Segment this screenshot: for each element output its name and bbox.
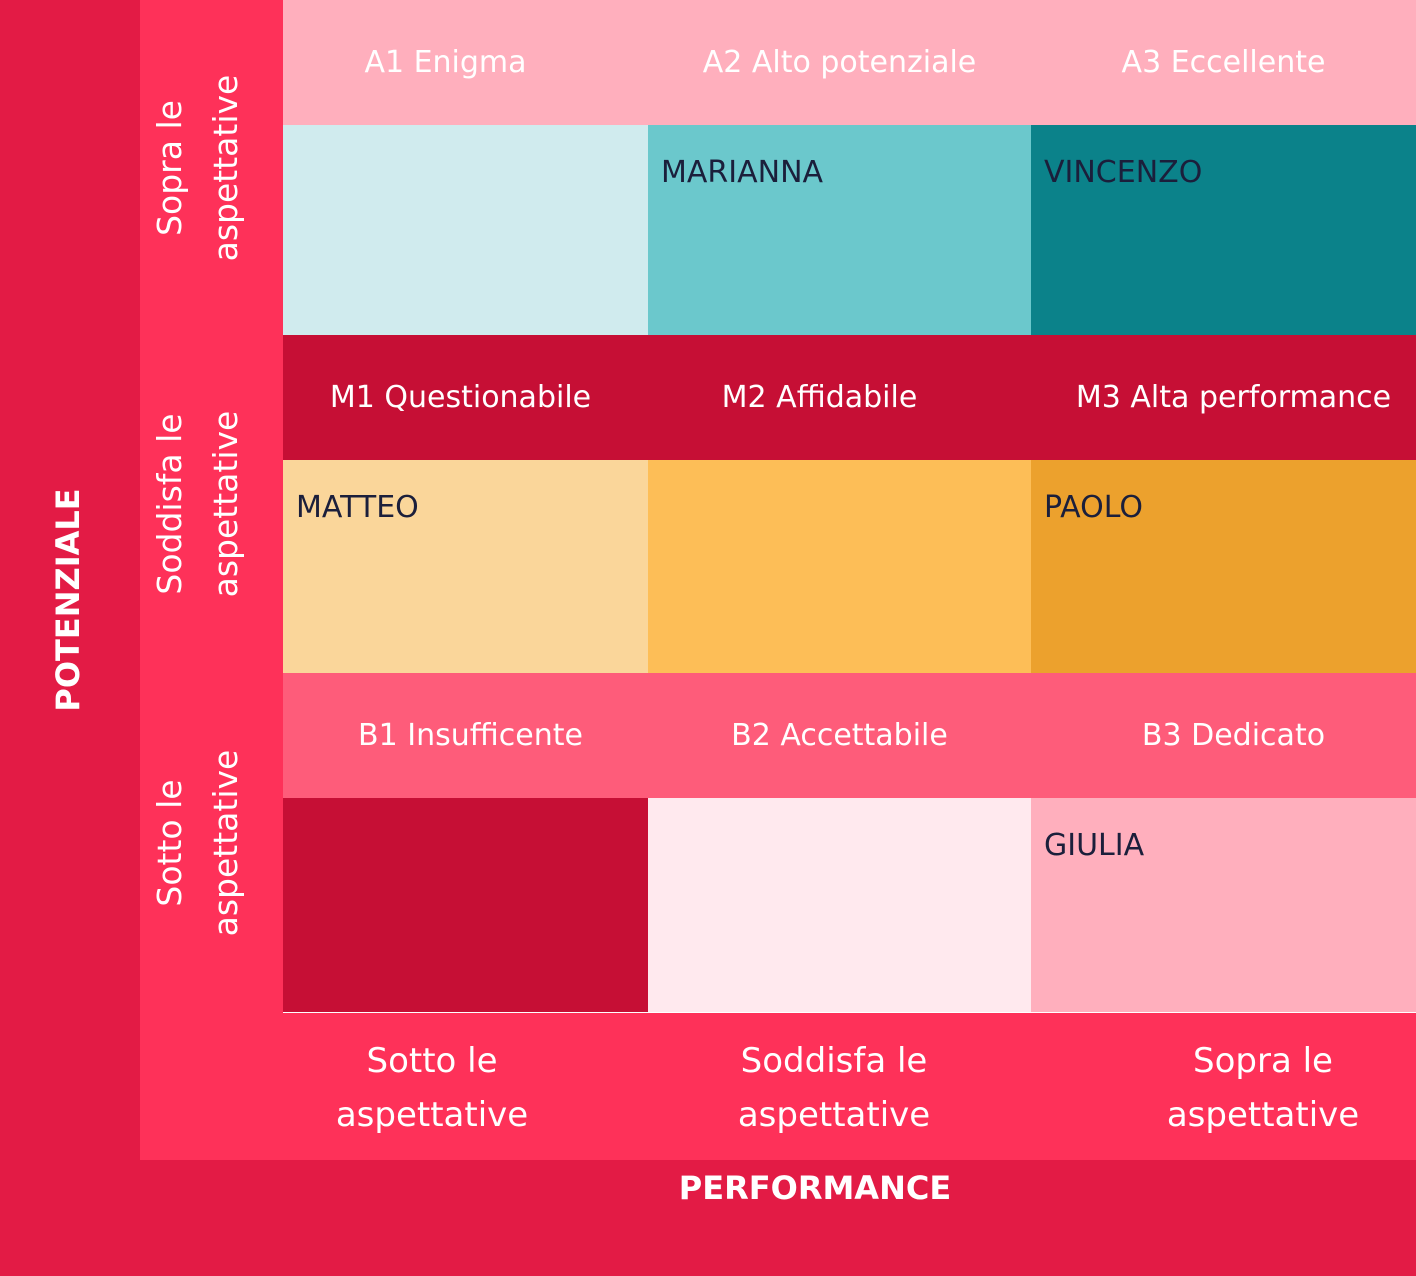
box-label: B3 Dedicato xyxy=(1141,718,1326,753)
box-label: B2 Accettabile xyxy=(731,718,948,753)
row-header-band xyxy=(283,673,1416,798)
box-label: M3 Alta performance xyxy=(1075,380,1392,415)
box-label: A1 Enigma xyxy=(364,45,527,80)
box-label: A2 Alto potenziale xyxy=(702,45,977,80)
person-name: GIULIA xyxy=(1044,828,1145,863)
box-label: B1 Insufficente xyxy=(358,718,583,753)
box xyxy=(648,125,1031,335)
column-label: Sopra le aspettative xyxy=(1166,1041,1360,1135)
x-axis-band xyxy=(0,1160,1416,1276)
row-label: Sotto le aspettative xyxy=(150,749,245,936)
row-header-band xyxy=(283,0,1416,125)
box xyxy=(648,798,1031,1012)
row-label: Sopra le aspettative xyxy=(150,74,245,261)
box xyxy=(283,125,648,335)
box-label: M1 Questionabile xyxy=(329,380,592,415)
person-name: MATTEO xyxy=(296,490,419,525)
person-name: VINCENZO xyxy=(1044,155,1203,190)
column-label: Sotto le aspettative xyxy=(335,1041,529,1135)
person-name: PAOLO xyxy=(1044,490,1144,525)
box xyxy=(283,460,648,673)
y-axis-title: POTENZIALE xyxy=(49,488,87,712)
box xyxy=(283,798,648,1012)
row-label-band xyxy=(140,0,283,1160)
y-axis-band xyxy=(0,0,140,1276)
x-axis-title: PERFORMANCE xyxy=(678,1169,952,1207)
box xyxy=(1031,460,1416,673)
box xyxy=(1031,798,1416,1012)
column-label-band xyxy=(140,1013,1416,1160)
box-label: A3 Eccellente xyxy=(1121,45,1326,80)
box xyxy=(648,460,1031,673)
box xyxy=(1031,125,1416,335)
row-label: Soddisfa le aspettative xyxy=(150,410,245,598)
column-label: Soddisfa le aspettative xyxy=(737,1041,931,1135)
person-name: MARIANNA xyxy=(661,155,824,190)
row-header-band xyxy=(283,335,1416,460)
box-label: M2 Affidabile xyxy=(721,380,918,415)
